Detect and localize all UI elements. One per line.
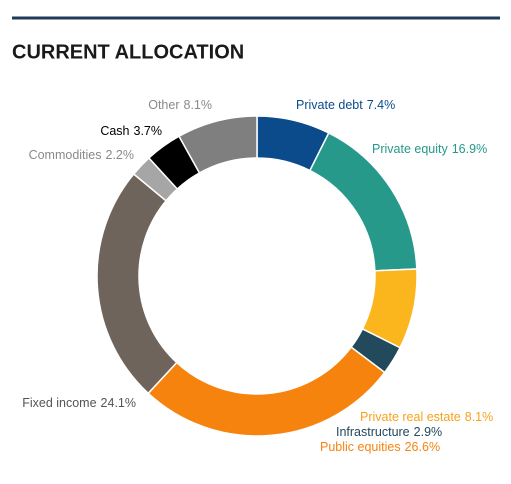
segment-name: Fixed income — [22, 396, 96, 410]
segment-name: Private real estate — [360, 410, 461, 424]
segment-value: 3.7% — [134, 124, 163, 138]
segment-name: Private equity — [372, 142, 448, 156]
segment-value: 16.9% — [452, 142, 487, 156]
donut-segment — [147, 346, 386, 437]
segment-label: Cash 3.7% — [100, 124, 162, 138]
chart-title: CURRENT ALLOCATION — [12, 41, 244, 63]
donut-segment — [96, 172, 178, 395]
segment-label: Infrastructure 2.9% — [336, 425, 442, 439]
segment-name: Private debt — [296, 98, 363, 112]
segment-value: 7.4% — [367, 98, 396, 112]
segment-value: 8.1% — [184, 98, 213, 112]
segment-value: 24.1% — [101, 396, 136, 410]
segment-name: Cash — [100, 124, 129, 138]
segment-name: Infrastructure — [336, 425, 410, 439]
segment-label: Other 8.1% — [148, 98, 212, 112]
segment-label: Commodities 2.2% — [29, 148, 134, 162]
segment-name: Other — [148, 98, 179, 112]
segment-value: 2.9% — [414, 425, 443, 439]
segment-label: Fixed income 24.1% — [22, 396, 136, 410]
segment-name: Public equities — [320, 440, 401, 454]
donut-segment — [178, 115, 258, 174]
segment-value: 26.6% — [405, 440, 440, 454]
segment-value: 8.1% — [465, 410, 494, 424]
segment-label: Private real estate 8.1% — [360, 410, 493, 424]
segment-label: Private equity 16.9% — [372, 142, 487, 156]
segment-value: 2.2% — [106, 148, 135, 162]
segment-label: Private debt 7.4% — [296, 98, 395, 112]
segment-name: Commodities — [29, 148, 102, 162]
segment-label: Public equities 26.6% — [320, 440, 440, 454]
